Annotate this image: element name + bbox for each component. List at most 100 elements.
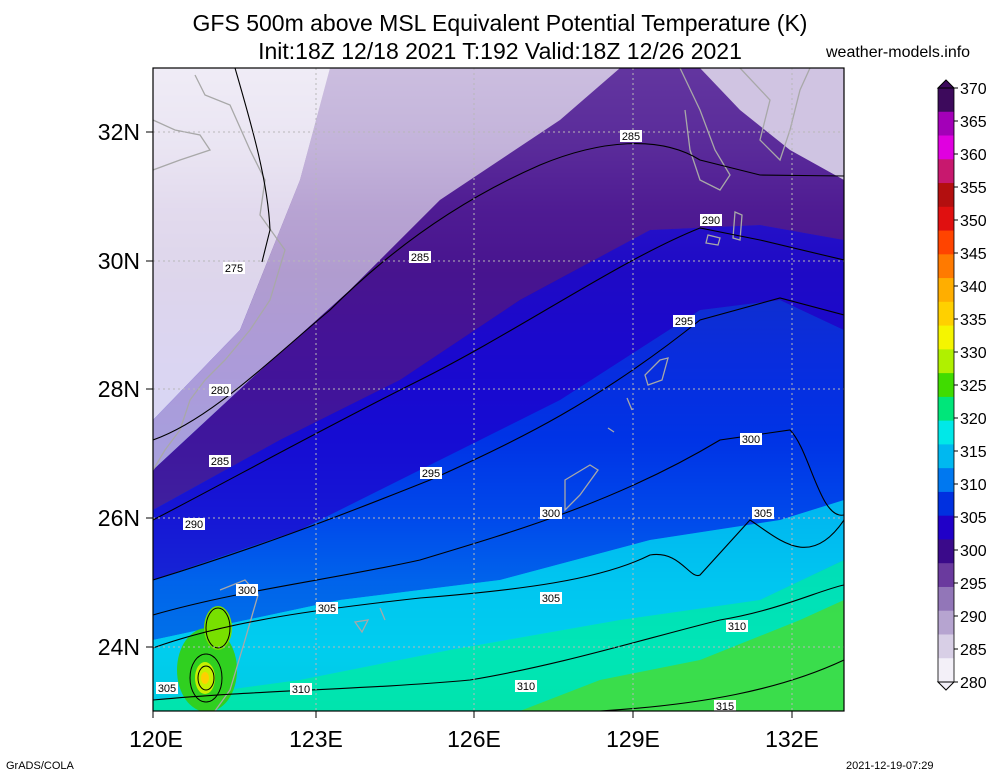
contour-label: 285 — [409, 251, 431, 264]
lon-label: 132E — [765, 726, 819, 752]
contour-label: 285 — [620, 130, 642, 143]
colorbar-top-arrow — [936, 79, 956, 89]
colorbar-swatch — [938, 88, 954, 113]
svg-text:305: 305 — [542, 593, 560, 605]
colorbar-bottom-arrow — [936, 681, 956, 691]
contour-label: 280 — [209, 384, 231, 397]
lon-label: 123E — [289, 726, 343, 752]
axis-ticks — [146, 131, 793, 718]
colorbar-label: 310 — [960, 477, 987, 494]
colorbar-swatch — [938, 206, 954, 232]
lon-label: 129E — [606, 726, 660, 752]
colorbar-swatch — [938, 183, 954, 208]
contour-label: 310 — [726, 620, 748, 633]
colorbar: 370 365 360 355 350 345 340 335 330 325 320 315 310 3… — [936, 79, 987, 692]
cold-region-west — [153, 68, 330, 420]
colorbar-swatch — [938, 159, 954, 184]
colorbar-swatch — [938, 634, 954, 659]
contour-label: 290 — [700, 214, 722, 227]
contour-label: 305 — [316, 602, 338, 615]
colorbar-label: 300 — [960, 543, 987, 560]
contour-label: 295 — [673, 315, 695, 328]
lat-label: 28N — [98, 376, 140, 402]
svg-text:285: 285 — [411, 252, 429, 264]
cold-region-northeast — [700, 68, 844, 180]
colorbar-swatch — [938, 254, 954, 279]
colorbar-label: 290 — [960, 609, 987, 626]
colorbar-label: 345 — [960, 246, 987, 263]
colorbar-swatch — [938, 135, 954, 160]
colorbar-swatch — [938, 349, 954, 374]
colorbar-swatch — [938, 420, 954, 445]
site-credit: weather-models.info — [826, 44, 971, 61]
colorbar-label: 355 — [960, 180, 987, 197]
svg-text:305: 305 — [754, 508, 772, 520]
light-purple-band — [153, 68, 620, 470]
contours — [153, 68, 844, 711]
taiwan-contours — [189, 607, 231, 703]
blue-violet-band — [153, 225, 844, 580]
contour-label: 290 — [183, 518, 205, 531]
contour-label: 300 — [236, 584, 258, 597]
svg-text:300: 300 — [742, 434, 760, 446]
colorbar-label: 335 — [960, 312, 987, 329]
purple-band — [153, 68, 844, 510]
footer-left: GrADS/COLA — [6, 760, 74, 772]
colorbar-label: 285 — [960, 642, 987, 659]
colorbar-label: 315 — [960, 444, 987, 461]
colorbar-swatch — [938, 325, 954, 350]
svg-text:295: 295 — [422, 468, 440, 480]
colorbar-swatch — [938, 444, 954, 469]
colorbar-swatch — [938, 563, 954, 588]
footer-right: 2021-12-19-07:29 — [846, 760, 934, 772]
contour-label: 300 — [540, 507, 562, 520]
colorbar-label: 305 — [960, 510, 987, 527]
colorbar-label: 360 — [960, 147, 987, 164]
svg-text:285: 285 — [622, 131, 640, 143]
svg-text:295: 295 — [675, 316, 693, 328]
colorbar-swatch — [938, 396, 954, 422]
svg-text:315: 315 — [716, 701, 734, 713]
colorbar-swatch — [938, 539, 954, 564]
cyan-band — [153, 500, 844, 700]
colorbar-swatch — [938, 301, 954, 327]
colorbar-label: 370 — [960, 81, 987, 98]
lat-label: 24N — [98, 634, 140, 660]
title-line-2: Init:18Z 12/18 2021 T:192 Valid:18Z 12/2… — [258, 38, 742, 64]
colorbar-swatch — [938, 515, 954, 540]
lat-label: 30N — [98, 248, 140, 274]
contour-label: 315 — [714, 700, 736, 713]
contour-label: 295 — [420, 467, 442, 480]
contour-label: 305 — [540, 592, 562, 605]
taiwan-warm-peak — [201, 672, 209, 684]
colorbar-swatch — [938, 278, 954, 303]
colorbar-label: 320 — [960, 411, 987, 428]
colorbar-label: 350 — [960, 213, 987, 230]
contour-label: 300 — [740, 433, 762, 446]
colorbar-swatch — [938, 373, 954, 398]
contour-label-group: 285 290 295 275 285 295 280 300 285 300 … — [156, 130, 774, 713]
title-line-1: GFS 500m above MSL Equivalent Potential … — [192, 10, 808, 36]
colorbar-swatch — [938, 658, 954, 683]
colorbar-label: 325 — [960, 378, 987, 395]
colorbar-swatch — [938, 610, 954, 635]
colorbar-label: 365 — [960, 114, 987, 131]
colorbar-swatch — [938, 230, 954, 255]
contour-label: 305 — [752, 507, 774, 520]
svg-text:300: 300 — [542, 508, 560, 520]
contour-label: 310 — [290, 683, 312, 696]
map-field — [153, 68, 844, 711]
colorbar-swatch — [938, 586, 954, 612]
colorbar-swatch — [938, 111, 954, 137]
colorbar-swatch — [938, 468, 954, 493]
colorbar-label: 280 — [960, 675, 987, 692]
colorbar-swatch — [938, 491, 954, 517]
contour-label: 310 — [515, 680, 537, 693]
svg-text:290: 290 — [702, 215, 720, 227]
green-warm-region — [520, 600, 844, 711]
svg-text:275: 275 — [225, 263, 243, 275]
svg-text:280: 280 — [211, 385, 229, 397]
svg-text:310: 310 — [292, 684, 310, 696]
colorbar-label: 340 — [960, 279, 987, 296]
